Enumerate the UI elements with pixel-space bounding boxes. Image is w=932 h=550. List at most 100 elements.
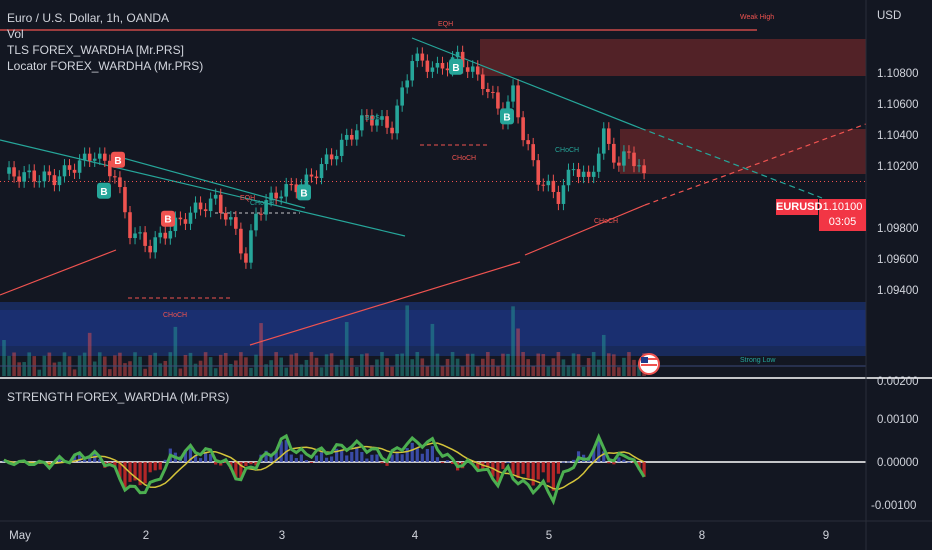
candle-body bbox=[531, 144, 535, 161]
candle-body bbox=[561, 185, 566, 204]
volume-bar bbox=[566, 365, 571, 376]
osc-histogram-bar bbox=[415, 447, 419, 462]
candle-body bbox=[153, 237, 157, 253]
signal-label: B bbox=[300, 188, 307, 199]
trendline-red-2 bbox=[249, 261, 521, 346]
osc-histogram-bar bbox=[214, 462, 218, 465]
candle-body bbox=[128, 212, 132, 239]
candle-body bbox=[349, 134, 354, 140]
candle-body bbox=[67, 165, 72, 170]
current-price: 1.10100 bbox=[822, 201, 863, 213]
candle-body bbox=[213, 194, 218, 199]
candle-body bbox=[607, 128, 611, 144]
osc-histogram-bar bbox=[551, 462, 555, 491]
osc-histogram-bar bbox=[541, 462, 545, 473]
volume-bar bbox=[97, 352, 102, 376]
volume-bar bbox=[586, 358, 591, 376]
candle-body bbox=[465, 67, 470, 72]
legend-tls[interactable]: TLS FOREX_WARDHA [Mr.PRS] bbox=[7, 43, 184, 57]
candle-body bbox=[481, 74, 485, 89]
osc-histogram-bar bbox=[209, 454, 213, 462]
candlesticks bbox=[7, 45, 646, 269]
candle-body bbox=[203, 209, 208, 212]
volume-bar bbox=[244, 357, 248, 376]
current-symbol: EURUSD bbox=[776, 199, 823, 215]
candle-body bbox=[390, 127, 394, 134]
volume-bar bbox=[596, 359, 601, 376]
oscillator-title[interactable]: STRENGTH FOREX_WARDHA (Mr.PRS) bbox=[7, 390, 230, 404]
time-tick-label: 4 bbox=[412, 530, 419, 542]
osc-histogram-bar bbox=[531, 462, 535, 486]
candle-body bbox=[329, 154, 334, 160]
candle-body bbox=[148, 245, 152, 253]
osc-histogram-bar bbox=[360, 452, 364, 462]
signal-marker bbox=[111, 151, 125, 168]
osc-histogram-bar bbox=[83, 459, 87, 462]
candle-body bbox=[632, 152, 636, 167]
volume-bar bbox=[294, 353, 299, 376]
volume-bar bbox=[2, 340, 6, 376]
volume-bar bbox=[274, 352, 278, 376]
eqh-label: EQH bbox=[438, 21, 453, 28]
osc-histogram-bar bbox=[430, 446, 434, 462]
osc-histogram-bar bbox=[511, 462, 515, 474]
osc-histogram-bar bbox=[335, 448, 339, 462]
choch-label-red-3: CHoCH bbox=[594, 218, 618, 225]
volume-bar bbox=[339, 359, 344, 376]
osc-histogram-bar bbox=[319, 452, 324, 462]
volume-bar bbox=[314, 357, 319, 376]
candle-body bbox=[380, 116, 384, 120]
osc-histogram-bar bbox=[249, 462, 253, 465]
candle-body bbox=[223, 213, 228, 220]
candle-body bbox=[536, 160, 541, 185]
volume-bar bbox=[370, 365, 374, 376]
candle-body bbox=[375, 119, 379, 126]
osc-histogram-bar bbox=[385, 462, 389, 466]
signal-marker bbox=[97, 182, 111, 199]
candle-body bbox=[188, 212, 193, 224]
osc-histogram-bar bbox=[345, 455, 349, 462]
legend-vol[interactable]: Vol bbox=[7, 27, 24, 41]
candle-body bbox=[612, 143, 616, 163]
candle-body bbox=[596, 153, 601, 172]
candle-body bbox=[405, 80, 409, 88]
osc-histogram-bar bbox=[330, 456, 334, 462]
osc-histogram-bar bbox=[410, 442, 414, 462]
candle-body bbox=[460, 51, 465, 68]
osc-strength-line bbox=[3, 433, 646, 506]
volume-bar bbox=[344, 322, 349, 376]
price-tick-label: 1.10200 bbox=[877, 161, 919, 173]
volume-bar bbox=[496, 365, 500, 376]
volume-bar bbox=[118, 352, 122, 376]
trendline-green-ext bbox=[639, 127, 823, 199]
volume-bar bbox=[415, 352, 420, 376]
choch-label-red-1: CHoCH bbox=[163, 312, 187, 319]
volume-bar bbox=[234, 360, 238, 376]
candle-body bbox=[355, 130, 359, 140]
candle-body bbox=[344, 134, 349, 140]
volume-bar bbox=[128, 361, 132, 376]
chart-title[interactable]: Euro / U.S. Dollar, 1h, OANDA bbox=[7, 11, 170, 25]
osc-histogram-bar bbox=[72, 455, 77, 462]
osc-histogram-bar bbox=[299, 454, 303, 462]
osc-histogram-bar bbox=[234, 462, 238, 480]
legend-locator[interactable]: Locator FOREX_WARDHA (Mr.PRS) bbox=[7, 59, 204, 73]
candle-body bbox=[470, 66, 475, 72]
volume-bar bbox=[516, 328, 520, 376]
osc-histogram-bar bbox=[309, 462, 314, 463]
volume-bar bbox=[536, 353, 541, 376]
osc-histogram-bar bbox=[188, 446, 193, 462]
volume-bar bbox=[380, 352, 384, 376]
volume-bar bbox=[229, 363, 233, 376]
osc-histogram-bar bbox=[440, 462, 445, 464]
osc-histogram-bar bbox=[133, 462, 137, 481]
volume-bar bbox=[108, 369, 112, 376]
candle-body bbox=[571, 169, 576, 171]
candle-body bbox=[435, 62, 440, 68]
volume-bar bbox=[193, 363, 198, 376]
osc-histogram-bar bbox=[113, 462, 117, 468]
osc-histogram-bar bbox=[390, 454, 394, 462]
candle-body bbox=[27, 170, 31, 173]
